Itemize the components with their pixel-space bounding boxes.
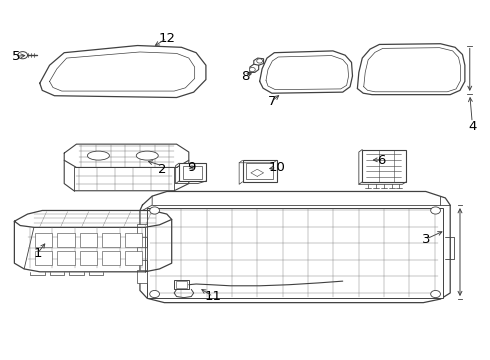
Bar <box>243 160 277 182</box>
Text: 5: 5 <box>12 50 21 63</box>
Bar <box>35 251 52 265</box>
Bar <box>80 251 98 265</box>
Bar <box>174 280 189 289</box>
Circle shape <box>257 59 263 63</box>
Bar <box>125 251 143 265</box>
Circle shape <box>431 291 441 298</box>
Text: 11: 11 <box>205 290 222 303</box>
Bar <box>175 282 187 288</box>
Circle shape <box>18 51 27 59</box>
Bar <box>102 233 120 247</box>
Bar <box>35 233 52 247</box>
Bar <box>183 166 201 179</box>
Ellipse shape <box>136 151 158 160</box>
Ellipse shape <box>87 151 109 160</box>
Bar <box>147 208 443 298</box>
Text: 2: 2 <box>158 163 166 176</box>
Circle shape <box>150 207 159 214</box>
Bar <box>102 251 120 265</box>
Bar <box>362 149 406 182</box>
Bar <box>137 270 147 283</box>
Bar <box>57 233 75 247</box>
Bar <box>137 224 147 237</box>
Text: 10: 10 <box>269 161 285 174</box>
Circle shape <box>249 67 255 72</box>
Text: 9: 9 <box>187 161 196 174</box>
Text: 7: 7 <box>268 95 276 108</box>
Bar <box>57 251 75 265</box>
Bar <box>125 233 143 247</box>
Text: 12: 12 <box>158 32 175 45</box>
Text: 6: 6 <box>378 154 386 167</box>
Text: 8: 8 <box>241 69 249 82</box>
Circle shape <box>150 291 159 298</box>
Text: 1: 1 <box>33 247 42 260</box>
Text: 3: 3 <box>421 233 430 246</box>
Bar <box>80 233 98 247</box>
Bar <box>137 247 147 260</box>
Bar <box>179 163 206 181</box>
Text: 4: 4 <box>468 120 476 133</box>
Bar <box>246 163 273 179</box>
Circle shape <box>431 207 441 214</box>
